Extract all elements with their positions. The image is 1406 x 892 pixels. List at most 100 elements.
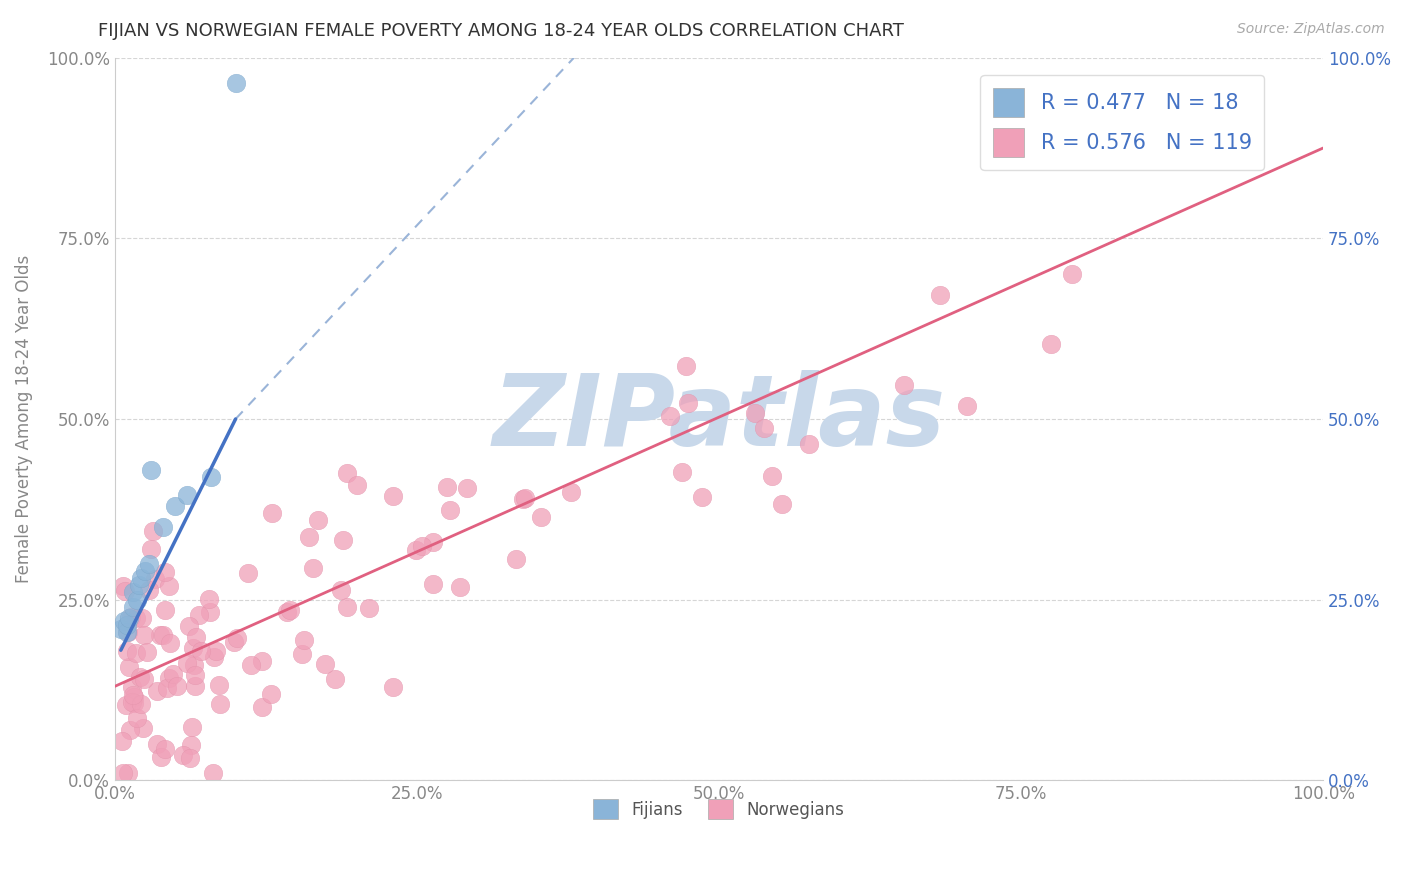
Point xyxy=(180,738,202,752)
Point xyxy=(115,625,138,640)
Point xyxy=(115,618,138,632)
Point xyxy=(297,530,319,544)
Point xyxy=(184,668,207,682)
Point xyxy=(138,582,160,597)
Point xyxy=(129,670,152,684)
Point xyxy=(332,533,354,547)
Point xyxy=(122,696,145,710)
Point xyxy=(1237,103,1260,118)
Point xyxy=(125,592,148,607)
Point xyxy=(176,657,198,671)
Point xyxy=(122,688,145,702)
Point xyxy=(505,551,527,566)
Point xyxy=(125,611,148,625)
Point xyxy=(146,683,169,698)
Point xyxy=(1040,337,1063,351)
Text: FIJIAN VS NORWEGIAN FEMALE POVERTY AMONG 18-24 YEAR OLDS CORRELATION CHART: FIJIAN VS NORWEGIAN FEMALE POVERTY AMONG… xyxy=(98,22,904,40)
Point xyxy=(132,721,155,735)
Point xyxy=(136,645,159,659)
Point xyxy=(752,421,775,435)
Point xyxy=(201,766,224,780)
Point xyxy=(118,723,141,738)
Point xyxy=(422,535,444,549)
Point xyxy=(336,599,359,614)
Point xyxy=(129,697,152,711)
Point xyxy=(114,583,136,598)
Point xyxy=(128,578,150,592)
Point xyxy=(172,748,194,763)
Point xyxy=(456,481,478,495)
Point xyxy=(512,492,534,507)
Point xyxy=(770,498,793,512)
Point xyxy=(110,622,132,636)
Point xyxy=(112,615,135,629)
Point xyxy=(381,489,404,503)
Point xyxy=(250,654,273,668)
Point xyxy=(1060,267,1083,281)
Point xyxy=(165,499,187,513)
Point xyxy=(276,605,298,619)
Point xyxy=(262,507,284,521)
Point xyxy=(143,572,166,586)
Point xyxy=(200,470,222,484)
Point xyxy=(515,491,537,505)
Point xyxy=(238,566,260,580)
Point xyxy=(209,697,232,711)
Point xyxy=(121,681,143,695)
Point xyxy=(181,720,204,734)
Point xyxy=(149,628,172,642)
Point xyxy=(560,484,582,499)
Point xyxy=(162,667,184,681)
Legend: Fijians, Norwegians: Fijians, Norwegians xyxy=(586,792,851,826)
Point xyxy=(120,609,142,624)
Point xyxy=(260,687,283,701)
Point xyxy=(381,681,404,695)
Point xyxy=(122,690,145,705)
Point xyxy=(301,561,323,575)
Point xyxy=(955,400,977,414)
Point xyxy=(893,378,915,392)
Point xyxy=(121,696,143,710)
Point xyxy=(188,607,211,622)
Point xyxy=(139,462,162,476)
Point xyxy=(111,766,134,780)
Point xyxy=(278,603,301,617)
Point xyxy=(359,601,381,615)
Point xyxy=(122,599,145,614)
Y-axis label: Female Poverty Among 18-24 Year Olds: Female Poverty Among 18-24 Year Olds xyxy=(15,255,32,583)
Point xyxy=(134,564,156,578)
Point xyxy=(155,742,177,756)
Point xyxy=(122,585,145,599)
Point xyxy=(292,632,315,647)
Point xyxy=(198,605,221,619)
Point xyxy=(422,577,444,591)
Point xyxy=(153,602,176,616)
Point xyxy=(671,465,693,479)
Point xyxy=(156,681,179,696)
Point xyxy=(676,395,699,409)
Point xyxy=(1194,145,1216,160)
Point xyxy=(157,579,180,593)
Point xyxy=(125,711,148,725)
Point xyxy=(314,657,336,672)
Point xyxy=(138,557,160,571)
Point xyxy=(183,658,205,673)
Point xyxy=(176,488,198,502)
Point xyxy=(132,672,155,686)
Point xyxy=(252,699,274,714)
Point xyxy=(346,478,368,492)
Point xyxy=(744,406,766,420)
Point xyxy=(225,76,247,90)
Point xyxy=(186,630,208,644)
Point xyxy=(405,543,427,558)
Point xyxy=(179,751,201,765)
Point xyxy=(117,624,139,639)
Point xyxy=(118,611,141,625)
Point xyxy=(690,490,713,504)
Point xyxy=(411,539,433,553)
Text: Source: ZipAtlas.com: Source: ZipAtlas.com xyxy=(1237,22,1385,37)
Point xyxy=(125,646,148,660)
Point xyxy=(141,541,163,556)
Point xyxy=(658,409,681,424)
Point xyxy=(330,582,353,597)
